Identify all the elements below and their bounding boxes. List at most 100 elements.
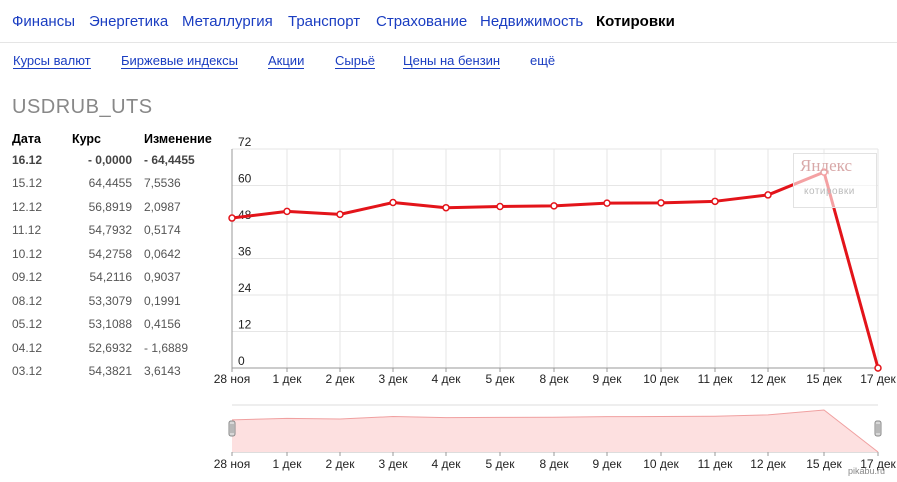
x-tick-label: 1 дек xyxy=(273,372,303,386)
subnav-commodities[interactable]: Сырьё xyxy=(335,53,375,69)
subnav-currency-rates[interactable]: Курсы валют xyxy=(13,53,91,69)
navigator-tick-label: 3 дек xyxy=(379,457,409,471)
cell-rate: 52,6932 xyxy=(88,340,132,355)
cell-rate: - 0,0000 xyxy=(87,152,132,167)
cell-rate: 53,3079 xyxy=(88,293,132,308)
navigator-tick-label: 15 дек xyxy=(806,457,842,471)
nav-realty[interactable]: Недвижимость xyxy=(480,13,584,30)
navigator-tick-label: 1 дек xyxy=(273,457,303,471)
credit-text: pikabu.ru xyxy=(848,466,886,476)
y-tick-label: 60 xyxy=(238,172,252,186)
nav-quotes[interactable]: Котировки xyxy=(596,13,675,30)
nav-transport[interactable]: Транспорт xyxy=(288,13,361,30)
cell-date: 03.12 xyxy=(12,364,43,379)
subnav-shares[interactable]: Акции xyxy=(268,53,305,69)
navigator-left-handle[interactable] xyxy=(228,420,236,437)
cell-change: 7,5536 xyxy=(144,176,181,191)
cell-date: 05.12 xyxy=(12,317,43,332)
data-point xyxy=(496,202,504,211)
nav-finance[interactable]: Финансы xyxy=(12,13,75,30)
cell-rate: 54,2758 xyxy=(88,246,132,261)
yandex-watermark: Яндекс котировки xyxy=(793,153,877,208)
navigator-tick-label: 28 ноя xyxy=(214,457,250,471)
cell-rate: 64,4455 xyxy=(88,176,132,191)
table-row: 12.12 56,8919 2,0987 xyxy=(12,195,224,219)
watermark-logo: Яндекс xyxy=(800,156,853,175)
x-tick-label: 9 дек xyxy=(593,372,623,386)
table-row: 11.12 54,7932 0,5174 xyxy=(12,219,224,243)
navigator-tick-label: 2 дек xyxy=(326,457,356,471)
subnav-fuel-prices[interactable]: Цены на бензин xyxy=(403,53,501,69)
data-point xyxy=(336,210,344,219)
nav-insurance[interactable]: Страхование xyxy=(376,13,468,30)
cell-date: 04.12 xyxy=(12,340,43,355)
cell-change: - 1,6889 xyxy=(144,340,189,355)
ticker-title: USDRUB_UTS xyxy=(12,96,153,118)
y-tick-label: 24 xyxy=(238,281,252,295)
table-row: 04.12 52,6932 - 1,6889 xyxy=(12,336,224,360)
table-header-row: Дата Курс Изменение xyxy=(12,130,224,148)
data-point xyxy=(874,364,882,372)
watermark-caption: котировки xyxy=(804,186,855,197)
top-navigation: Финансы Энергетика Металлургия Транспорт… xyxy=(0,0,897,43)
col-change-header: Изменение xyxy=(144,132,212,146)
x-tick-label: 17 дек xyxy=(860,372,896,386)
cell-change: - 64,4455 xyxy=(144,152,195,167)
data-point xyxy=(442,203,450,212)
nav-energy[interactable]: Энергетика xyxy=(89,13,169,30)
series-line xyxy=(231,170,880,369)
cell-change: 0,4156 xyxy=(144,317,181,332)
x-tick-label: 3 дек xyxy=(379,372,409,386)
cell-change: 3,6143 xyxy=(144,364,181,379)
table-row: 15.12 64,4455 7,5536 xyxy=(12,172,224,196)
navigator-right-handle[interactable] xyxy=(874,420,882,437)
cell-rate: 53,1088 xyxy=(88,317,132,332)
cell-change: 0,0642 xyxy=(144,246,181,261)
y-tick-label: 12 xyxy=(238,318,252,332)
cell-date: 12.12 xyxy=(12,199,43,214)
table-row: 16.12 - 0,0000 - 64,4455 xyxy=(12,148,224,172)
quotes-table: Дата Курс Изменение 16.12 - 0,0000 - 64,44… xyxy=(12,130,224,383)
subnav-more[interactable]: ещё xyxy=(530,53,556,68)
cell-date: 08.12 xyxy=(12,293,43,308)
x-tick-label: 28 ноя xyxy=(214,372,250,386)
cell-change: 0,9037 xyxy=(144,270,181,285)
y-tick-label: 0 xyxy=(238,354,245,368)
navigator-tick-label: 11 дек xyxy=(698,457,733,471)
data-point xyxy=(711,197,719,206)
cell-rate: 54,7932 xyxy=(88,223,132,238)
x-tick-label: 4 дек xyxy=(432,372,462,386)
cell-change: 0,5174 xyxy=(144,223,181,238)
cell-date: 10.12 xyxy=(12,246,43,261)
navigator-tick-label: 10 дек xyxy=(643,457,679,471)
navigator-tick-label: 5 дек xyxy=(486,457,516,471)
x-tick-label: 5 дек xyxy=(486,372,516,386)
navigator-line xyxy=(231,409,879,453)
nav-metallurgy[interactable]: Металлургия xyxy=(182,13,273,30)
navigator-tick-label: 4 дек xyxy=(432,457,462,471)
cell-date: 09.12 xyxy=(12,270,43,285)
col-date-header: Дата xyxy=(12,132,41,146)
navigator-tick-label: 12 дек xyxy=(750,457,786,471)
subnav-stock-indices[interactable]: Биржевые индексы xyxy=(121,53,238,69)
data-point xyxy=(283,207,291,216)
data-point xyxy=(657,199,665,207)
table-row: 09.12 54,2116 0,9037 xyxy=(12,266,224,290)
cell-rate: 56,8919 xyxy=(88,199,132,214)
data-point xyxy=(603,199,611,207)
navigator-tick-label: 17 дек xyxy=(860,457,896,471)
data-point xyxy=(764,191,772,199)
cell-rate: 54,3821 xyxy=(88,364,132,379)
x-tick-label: 12 дек xyxy=(750,372,786,386)
cell-date: 11.12 xyxy=(12,223,42,238)
cell-rate: 54,2116 xyxy=(89,270,133,285)
cell-date: 15.12 xyxy=(12,176,43,191)
navigator-tick-label: 8 дек xyxy=(540,457,570,471)
data-point xyxy=(550,202,558,210)
navigator-area xyxy=(232,409,878,452)
table-row: 05.12 53,1088 0,4156 xyxy=(12,313,224,337)
table-row: 03.12 54,3821 3,6143 xyxy=(12,360,224,384)
x-tick-label: 8 дек xyxy=(540,372,570,386)
x-tick-label: 11 дек xyxy=(698,372,733,386)
